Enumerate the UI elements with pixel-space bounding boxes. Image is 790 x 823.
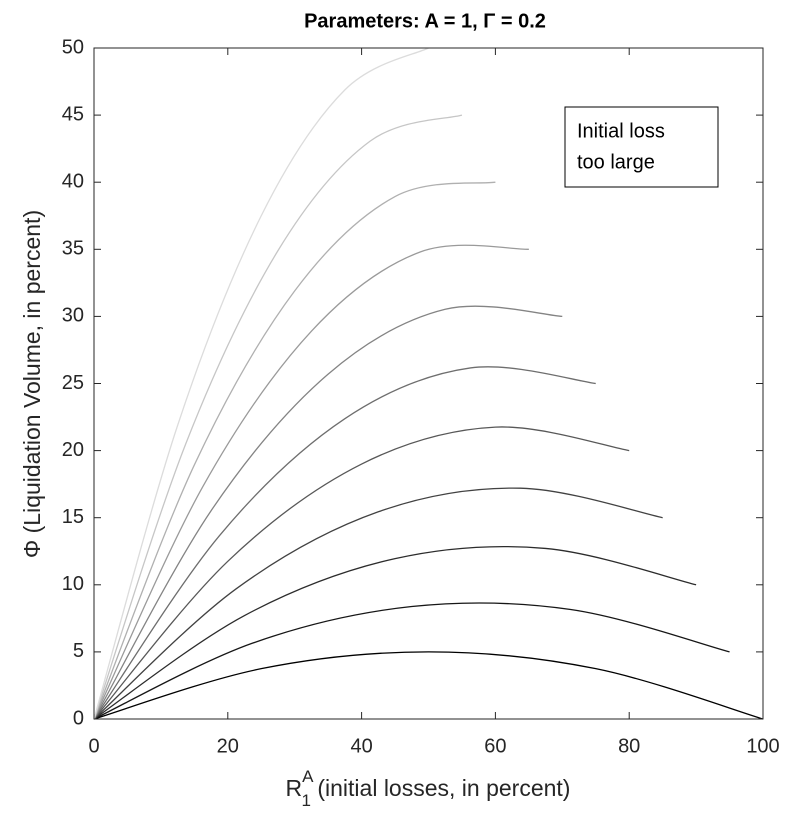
annotation-line: Initial loss xyxy=(577,120,665,142)
x-label-base: R xyxy=(286,775,303,801)
x-tick-label: 40 xyxy=(350,735,372,757)
curve xyxy=(93,366,596,720)
x-axis-label: RA 1 (initial losses, in percent) xyxy=(286,767,571,810)
y-tick-label: 45 xyxy=(62,103,84,125)
x-label-sup: A xyxy=(302,767,314,786)
curve xyxy=(93,426,630,720)
curve xyxy=(93,487,663,720)
curve xyxy=(93,181,496,720)
curve xyxy=(93,602,730,720)
x-tick-label: 60 xyxy=(484,735,506,757)
y-tick-label: 35 xyxy=(62,238,84,260)
curve xyxy=(93,651,764,720)
curve xyxy=(93,114,463,720)
y-tick-label: 10 xyxy=(62,573,84,595)
x-tick-label: 0 xyxy=(88,735,99,757)
x-label-text: (initial losses, in percent) xyxy=(311,775,571,801)
curve xyxy=(93,244,529,720)
x-tick-label: 100 xyxy=(746,735,779,757)
x-tick-label: 20 xyxy=(217,735,239,757)
y-tick-label: 25 xyxy=(62,372,84,394)
y-tick-label: 40 xyxy=(62,170,84,192)
y-tick-label: 30 xyxy=(62,305,84,327)
curve xyxy=(93,47,429,720)
y-tick-label: 0 xyxy=(73,707,84,729)
curve xyxy=(93,545,697,720)
annotation-box xyxy=(564,106,719,188)
y-tick-label: 5 xyxy=(73,640,84,662)
curve xyxy=(93,305,563,720)
x-label-sub: 1 xyxy=(302,791,311,810)
y-tick-label: 50 xyxy=(62,36,84,58)
y-tick-label: 15 xyxy=(62,506,84,528)
y-axis-label: Φ (Liquidation Volume, in percent) xyxy=(19,210,45,558)
x-tick-label: 80 xyxy=(618,735,640,757)
y-tick-label: 20 xyxy=(62,439,84,461)
annotation-line: too large xyxy=(577,151,655,173)
chart-title: Parameters: A = 1, Γ = 0.2 xyxy=(304,10,546,32)
